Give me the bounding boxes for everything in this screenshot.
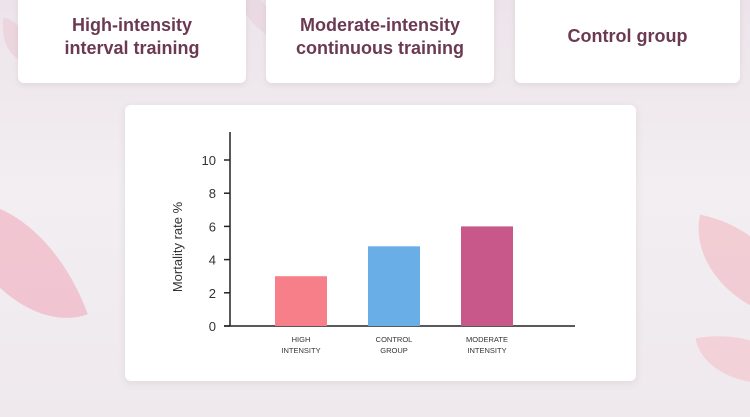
card-hiit-label: High-intensity interval training bbox=[64, 14, 200, 58]
x-category-label: INTENSITY bbox=[467, 346, 506, 355]
y-tick-label: 6 bbox=[209, 219, 216, 234]
x-category-label: CONTROL bbox=[376, 335, 413, 344]
y-tick-label: 0 bbox=[209, 319, 216, 334]
card-moderate-label: Moderate-intensity continuous training bbox=[296, 14, 464, 58]
y-axis-title: Mortality rate % bbox=[170, 201, 185, 292]
card-hiit: High-intensity interval training bbox=[18, 0, 246, 83]
card-moderate: Moderate-intensity continuous training bbox=[266, 0, 494, 83]
bar-chart: 0 2 4 6 8 10 HIGH INTENSITY CONTROL GROUP MODERATE… bbox=[170, 132, 575, 355]
decorative-leaf bbox=[0, 173, 88, 347]
x-category-label: GROUP bbox=[380, 346, 408, 355]
x-category-label: HIGH bbox=[292, 335, 311, 344]
y-tick-label: 2 bbox=[209, 286, 216, 301]
bar-3 bbox=[461, 226, 513, 326]
chart-panel: 0 2 4 6 8 10 HIGH INTENSITY CONTROL GROUP MODERATE… bbox=[125, 105, 636, 381]
decorative-leaf bbox=[682, 214, 750, 321]
card-control-label: Control group bbox=[567, 26, 688, 46]
bar-2 bbox=[368, 246, 420, 326]
x-category-label: INTENSITY bbox=[281, 346, 320, 355]
y-tick-label: 10 bbox=[202, 153, 216, 168]
y-tick-label: 4 bbox=[209, 253, 216, 268]
decorative-leaf bbox=[695, 322, 750, 398]
card-control: Control group bbox=[515, 0, 740, 83]
bar-1 bbox=[275, 276, 327, 326]
y-tick-label: 8 bbox=[209, 186, 216, 201]
x-category-label: MODERATE bbox=[466, 335, 508, 344]
